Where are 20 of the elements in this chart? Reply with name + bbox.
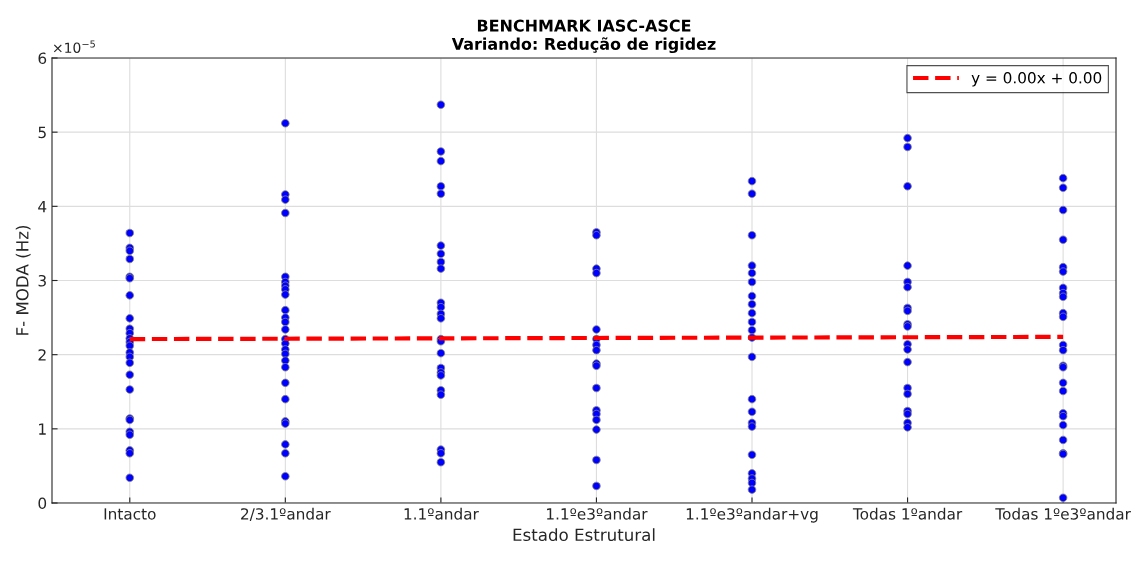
x-tick-label: Todas 1ºe3ºandar <box>995 507 1131 520</box>
y-tick-label: 1 <box>39 423 46 435</box>
text: ×10$^{−5}$ <box>53 40 95 53</box>
x-tick-label: Todas 1ºandar <box>852 507 963 520</box>
x-tick-label: 1.1ºe3ºandar <box>547 507 648 520</box>
y-tick-label: 2 <box>38 349 46 361</box>
y-tick-label: 5 <box>38 126 46 139</box>
x-axis-title: Estado Estrutural <box>513 528 655 542</box>
legend-label: y = 0.00x + 0.00 <box>971 72 1102 87</box>
chart-title: BENCHMARK IASC-ASCE <box>477 19 691 32</box>
x-tick-label: Intacto <box>104 508 156 520</box>
x-tick-label: 2/3.1ºandar <box>241 507 331 521</box>
y-tick-label: 4 <box>38 201 47 213</box>
chart-subtitle: Variando: Redução de rigidez <box>451 37 716 54</box>
y-tick-label: 6 <box>38 52 47 65</box>
x-tick-label: 1.1ºe3ºandar+vg <box>686 507 818 523</box>
x-tick-label: 1.1ºandar <box>404 507 479 520</box>
y-tick-label: 3 <box>38 274 46 287</box>
y-tick-label: 0 <box>38 497 47 510</box>
y-axis-title: F- MODA (Hz) <box>15 225 31 335</box>
